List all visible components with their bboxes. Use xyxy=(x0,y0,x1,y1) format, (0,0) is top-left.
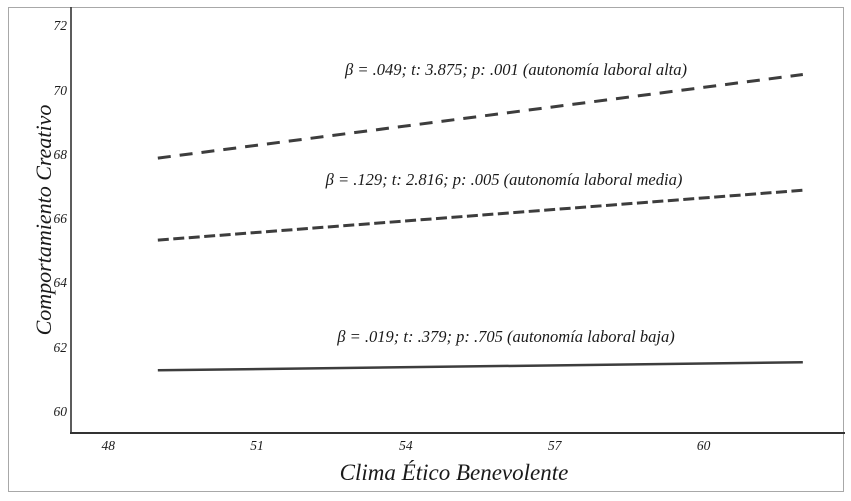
series-line-0 xyxy=(157,73,804,160)
x-tick-label-48: 48 xyxy=(101,438,115,453)
y-tick-label-70: 70 xyxy=(53,82,68,98)
annotation-alta: β = .049; t: 3.875; p: .001 (autonomía l… xyxy=(345,60,687,79)
y-tick-label-72: 72 xyxy=(53,18,68,34)
y-tick-label-60: 60 xyxy=(53,404,68,420)
series-line-1 xyxy=(157,188,803,242)
x-tick-label-57: 57 xyxy=(548,438,562,453)
y-tick-label-62: 62 xyxy=(53,339,68,355)
x-tick-label-51: 51 xyxy=(250,438,264,453)
x-axis-title: Clima Ético Benevolente xyxy=(339,460,569,485)
annotation-baja: β = .019; t: .379; p: .705 (autonomía la… xyxy=(337,327,675,346)
x-tick-label-54: 54 xyxy=(399,438,413,453)
y-tick-label-66: 66 xyxy=(53,211,68,227)
y-axis-title: Comportamiento Creativo xyxy=(31,104,56,336)
y-tick-label-64: 64 xyxy=(53,275,68,291)
series-line-2 xyxy=(157,361,803,372)
y-tick-label-68: 68 xyxy=(53,146,68,162)
x-tick-label-60: 60 xyxy=(696,438,711,453)
annotation-media: β = .129; t: 2.816; p: .005 (autonomía l… xyxy=(325,170,683,189)
